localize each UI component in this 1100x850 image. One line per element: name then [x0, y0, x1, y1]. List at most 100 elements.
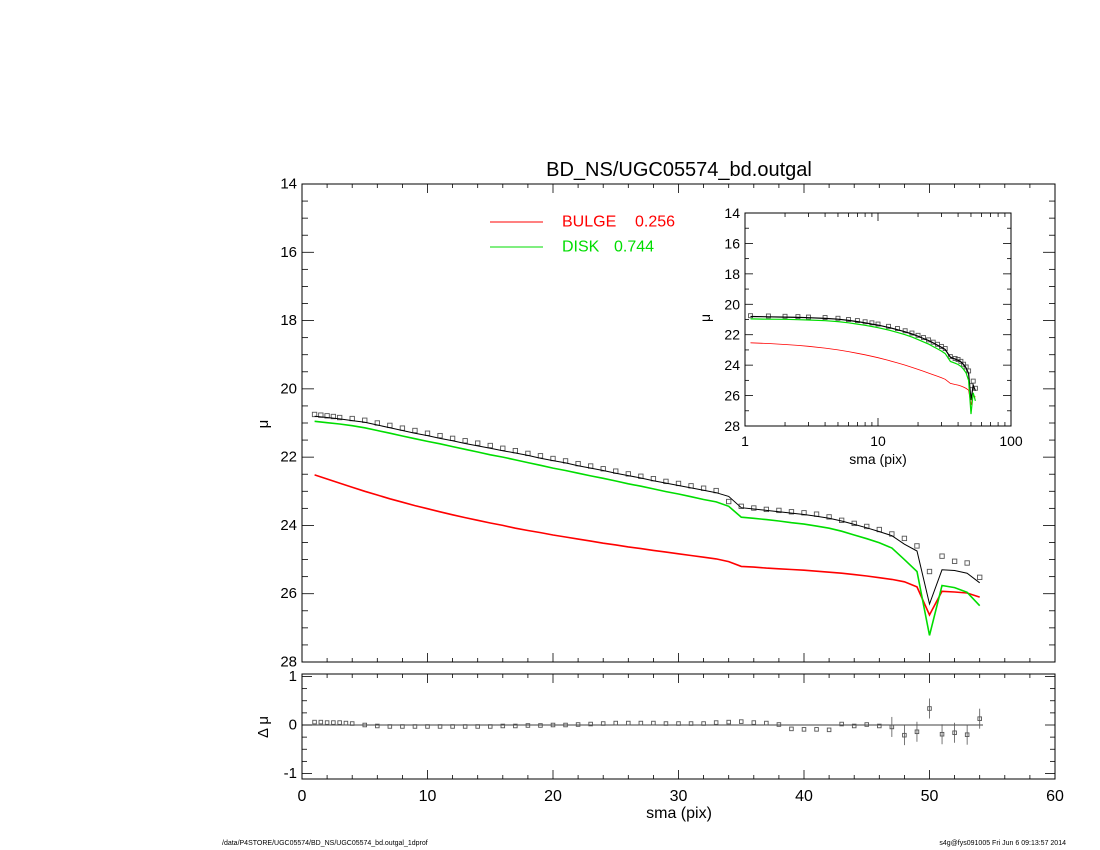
- residual-point: [450, 724, 455, 729]
- residual-point: [877, 723, 882, 729]
- residual-point: [550, 722, 556, 728]
- residual-point: [337, 720, 342, 725]
- inset-y-tick-label: 14: [724, 205, 740, 221]
- residual-point: [638, 720, 644, 726]
- data-point: [964, 560, 970, 566]
- residual-point: [538, 723, 543, 728]
- series-line-bulge: [314, 474, 980, 617]
- inset-data-point: [970, 378, 976, 384]
- x-tick-label: 50: [921, 788, 939, 805]
- residual-point: [475, 724, 480, 729]
- residual-point: [375, 723, 380, 729]
- residual-point: [362, 722, 368, 728]
- chart-title: BD_NS/UGC05574_bd.outgal: [546, 159, 812, 181]
- residual-point: [764, 720, 769, 726]
- residual-point: [318, 719, 324, 725]
- inset-data-point: [894, 326, 900, 331]
- y-tick-label: 24: [280, 517, 297, 534]
- data-point: [475, 440, 481, 446]
- residual-point: [776, 722, 782, 727]
- data-point: [726, 498, 732, 505]
- residual-point: [864, 722, 870, 727]
- x-tick-label: 20: [544, 788, 562, 805]
- x-tick-label: 40: [795, 788, 813, 805]
- residual-point: [412, 724, 418, 729]
- inset-line-bulge: [750, 342, 976, 406]
- data-point: [939, 553, 945, 559]
- residual-point: [927, 706, 932, 711]
- series-line-disk: [314, 420, 981, 636]
- y-tick-label: 18: [280, 312, 297, 329]
- residual-point: [343, 720, 349, 726]
- data-point: [951, 558, 958, 564]
- data-point: [826, 514, 832, 520]
- y-tick-label: 20: [280, 380, 297, 397]
- residual-point: [575, 722, 581, 727]
- inset-ticks: [744, 212, 1011, 427]
- residual-point: [563, 722, 568, 728]
- x-tick-label: 10: [419, 788, 437, 805]
- residual-point: [851, 723, 857, 729]
- inset-data-point: [846, 317, 851, 322]
- residual-point: [964, 732, 970, 737]
- residual-point: [952, 730, 957, 736]
- residual-point: [312, 719, 317, 725]
- residual-point: [349, 721, 355, 726]
- inset-data-point: [822, 315, 828, 320]
- residual-point: [488, 724, 493, 729]
- inset-y-tick-label: 28: [724, 418, 740, 434]
- residual-point: [914, 729, 920, 735]
- footer-timestamp: s4g@fys091005 Fri Jun 6 09:13:57 2014: [939, 840, 1066, 847]
- data-point: [437, 432, 443, 439]
- residual-point: [513, 723, 518, 729]
- residual-point: [939, 731, 945, 737]
- residual-point: [331, 720, 336, 725]
- x-tick-label: 30: [670, 788, 688, 805]
- data-point: [324, 413, 330, 419]
- y-tick-label: 22: [280, 449, 297, 466]
- data-point: [763, 506, 770, 513]
- residual-tick-labels: 10-10 10 20 30 40 50 60: [284, 668, 1064, 805]
- inset-y-axis-label: μ: [697, 314, 713, 322]
- residual-point: [525, 723, 531, 728]
- inset-tick-labels: 14 16 18 20 22 24 26 281 10 100: [724, 205, 1022, 449]
- inset-x-axis-label: sma (pix): [849, 451, 907, 467]
- residual-point: [751, 720, 757, 725]
- data-point: [977, 574, 983, 580]
- inset-x-tick-label: 100: [999, 433, 1023, 449]
- inset-data-point: [886, 323, 891, 329]
- legend-disk-label: DISK: [562, 239, 600, 256]
- residual-point: [600, 721, 606, 726]
- data-point: [387, 422, 393, 429]
- x-tick-label: 60: [1046, 788, 1064, 805]
- inset-data-point: [782, 313, 788, 319]
- residual-point: [713, 720, 719, 725]
- residual-point: [839, 721, 844, 727]
- data-point: [926, 568, 933, 575]
- residual-point: [500, 723, 506, 729]
- data-point: [776, 507, 782, 514]
- inset-y-tick-label: 18: [724, 266, 740, 282]
- data-point: [462, 438, 468, 444]
- inset-series: [748, 313, 978, 415]
- residual-y-tick-label: -1: [284, 765, 297, 782]
- residual-point: [588, 721, 593, 727]
- inset-data-point: [961, 361, 967, 367]
- residual-point: [626, 720, 631, 726]
- inset-data-point: [765, 313, 771, 319]
- data-point: [449, 435, 456, 442]
- inset-line-disk: [750, 318, 976, 415]
- legend-bulge-value: 0.256: [635, 214, 675, 231]
- residual-point: [739, 719, 744, 724]
- inset-data-point: [862, 319, 868, 325]
- y-tick-label: 16: [280, 244, 297, 261]
- data-point: [311, 411, 318, 418]
- residual-point: [613, 720, 619, 726]
- main-ticks: [301, 183, 1056, 663]
- x-tick-label: 0: [298, 788, 307, 805]
- residual-point: [889, 724, 895, 730]
- y-tick-label: 28: [280, 654, 297, 671]
- residual-point: [688, 721, 694, 726]
- data-point: [330, 413, 337, 420]
- residual-point: [977, 716, 982, 721]
